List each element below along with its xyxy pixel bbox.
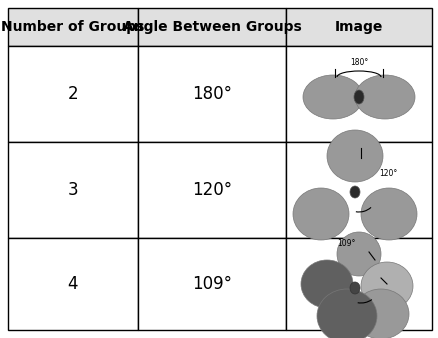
Ellipse shape	[293, 188, 349, 240]
Ellipse shape	[353, 289, 409, 338]
Bar	[138, 46, 286, 142]
Ellipse shape	[361, 188, 417, 240]
Bar	[138, 142, 286, 238]
Ellipse shape	[303, 75, 363, 119]
Bar	[8, 142, 138, 238]
Text: 2: 2	[68, 85, 78, 103]
Bar	[286, 142, 432, 238]
Bar	[8, 46, 138, 142]
Text: Image: Image	[335, 20, 383, 34]
Bar	[8, 238, 138, 330]
Ellipse shape	[301, 260, 353, 308]
Text: 120°: 120°	[379, 169, 397, 178]
Bar	[138, 8, 286, 46]
Ellipse shape	[350, 186, 360, 198]
Bar	[286, 8, 432, 46]
Text: Number of Groups: Number of Groups	[1, 20, 145, 34]
Bar	[138, 238, 286, 330]
Text: 4: 4	[68, 275, 78, 293]
Text: 109°: 109°	[337, 239, 355, 248]
Bar	[286, 46, 432, 142]
Bar	[8, 8, 138, 46]
Text: 180°: 180°	[192, 85, 232, 103]
Text: Angle Between Groups: Angle Between Groups	[123, 20, 301, 34]
Ellipse shape	[361, 262, 413, 310]
Text: 3: 3	[68, 181, 78, 199]
Text: 120°: 120°	[192, 181, 232, 199]
Ellipse shape	[355, 75, 415, 119]
Text: 109°: 109°	[192, 275, 232, 293]
Ellipse shape	[317, 289, 377, 338]
Ellipse shape	[327, 130, 383, 182]
Text: 180°: 180°	[350, 58, 368, 67]
Ellipse shape	[354, 90, 364, 104]
Ellipse shape	[350, 282, 360, 294]
Bar	[286, 238, 432, 330]
Ellipse shape	[337, 232, 381, 276]
